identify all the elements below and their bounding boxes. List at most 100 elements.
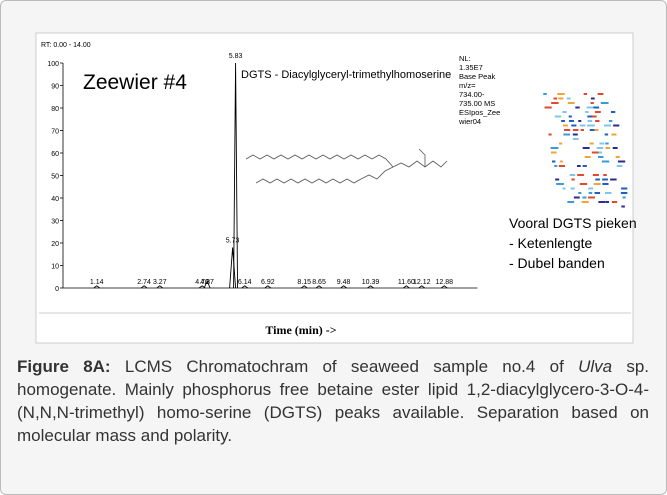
heatmap-spot <box>552 161 555 163</box>
note: Vooral DGTS pieken <box>509 215 637 231</box>
heatmap-spot <box>604 125 611 127</box>
heatmap-spot <box>551 152 557 154</box>
heatmap-spot <box>563 134 570 136</box>
heatmap-spot <box>589 192 593 194</box>
heatmap-spot <box>591 98 595 100</box>
y-tick-label: 0 <box>55 286 59 293</box>
heatmap-spot <box>567 98 571 100</box>
heatmap-spot <box>593 174 599 176</box>
heatmap-spot <box>571 188 575 190</box>
heatmap-spot <box>559 143 562 145</box>
peak-label: 6.92 <box>261 279 275 286</box>
nl-line: 735.00 MS <box>459 99 495 108</box>
peak-label: 2.74 <box>137 279 151 286</box>
heatmap-spot <box>559 165 565 167</box>
heatmap-spot <box>621 192 628 194</box>
heatmap-spot <box>585 156 591 158</box>
heatmap-spot <box>556 183 564 185</box>
y-tick-label: 100 <box>47 61 59 68</box>
heatmap-spot <box>598 156 603 158</box>
heatmap-spot <box>611 111 615 113</box>
note: - Ketenlengte <box>509 235 592 251</box>
heatmap-spot <box>595 120 599 122</box>
heatmap-spot <box>591 102 594 104</box>
peak-label: 6.14 <box>238 279 252 286</box>
peak-label: 1.14 <box>90 279 104 286</box>
heatmap-spot <box>554 165 557 167</box>
heatmap-spot <box>587 125 595 127</box>
heatmap-spot <box>594 129 598 131</box>
heatmap-spot <box>616 156 620 158</box>
heatmap-spot <box>580 183 587 185</box>
heatmap-spot <box>602 161 609 163</box>
y-tick-label: 70 <box>51 129 59 136</box>
y-tick-label: 30 <box>51 219 59 226</box>
heatmap-spot <box>555 116 561 118</box>
range-label: RT: 0.00 - 14.00 <box>41 42 91 49</box>
peak-label: 12.12 <box>413 279 431 286</box>
heatmap-spot <box>617 165 623 167</box>
heatmap-spot <box>599 152 602 154</box>
heatmap-spot <box>571 179 574 181</box>
heatmap-spot <box>603 174 607 176</box>
peak-label: 5.83 <box>229 53 243 60</box>
heatmap-spot <box>595 179 600 181</box>
heatmap-spot <box>557 93 564 95</box>
heatmap-spot <box>612 201 617 203</box>
heatmap-spot <box>580 125 585 127</box>
heatmap-spot <box>562 111 566 113</box>
heatmap-spot <box>610 179 617 181</box>
heatmap-spot <box>599 143 604 145</box>
nl-line: 1.35E7 <box>459 63 483 72</box>
caption-label: Figure 8A: <box>17 357 111 376</box>
peak-label: 12.88 <box>435 279 453 286</box>
heatmap-spot <box>597 147 604 149</box>
heatmap-spot <box>613 147 618 149</box>
heatmap-spot <box>570 174 576 176</box>
heatmap-spot <box>548 134 551 136</box>
heatmap-spot <box>564 129 570 131</box>
heatmap-spot <box>577 174 584 176</box>
heatmap-spot <box>587 107 595 109</box>
heatmap-spot <box>618 161 625 163</box>
heatmap-spot <box>605 192 611 194</box>
heatmap-spot <box>573 129 579 131</box>
peak-label: 3.27 <box>153 279 167 286</box>
heatmap-spot <box>543 93 547 95</box>
heatmap-spot <box>573 138 579 140</box>
y-tick-label: 20 <box>51 241 59 248</box>
peak-label: 9.48 <box>337 279 351 286</box>
heatmap-spot <box>581 129 584 131</box>
heatmap-spot <box>592 116 596 118</box>
heatmap-spot <box>605 143 608 145</box>
nl-line: ESIpos_Zee <box>459 108 500 117</box>
y-tick-label: 60 <box>51 151 59 158</box>
heatmap-spot <box>574 197 580 199</box>
heatmap-spot <box>563 125 568 127</box>
y-tick-label: 50 <box>51 174 59 181</box>
caption-species: Ulva <box>578 357 612 376</box>
caption: Figure 8A: LCMS Chromatochram of seaweed… <box>17 355 649 447</box>
heatmap-spot <box>621 188 627 190</box>
heatmap-spot <box>593 107 599 109</box>
heatmap-spot <box>588 188 593 190</box>
heatmap-spot <box>558 98 563 100</box>
heatmap-spot <box>590 143 594 145</box>
heatmap-spot <box>588 197 595 199</box>
heatmap-spot <box>588 120 593 122</box>
heatmap-spot <box>583 165 587 167</box>
heatmap-spot <box>595 192 600 194</box>
note: - Dubel banden <box>509 255 605 271</box>
y-tick-label: 80 <box>51 106 59 113</box>
heatmap-spot <box>551 147 559 149</box>
x-axis-label: Time (min) -> <box>265 323 336 337</box>
nl-line: wier04 <box>458 117 481 126</box>
heatmap-spot <box>609 120 612 122</box>
caption-text: LCMS Chromatochram of seaweed sample no.… <box>111 357 578 376</box>
heatmap-spot <box>601 102 609 104</box>
heatmap-spot <box>582 197 586 199</box>
heatmap-spot <box>551 102 558 104</box>
nl-line: Base Peak <box>459 72 496 81</box>
chart: RT: 0.00 - 14.00 Zeewier #4 DGTS - Diacy… <box>1 1 666 351</box>
y-tick-label: 40 <box>51 196 59 203</box>
